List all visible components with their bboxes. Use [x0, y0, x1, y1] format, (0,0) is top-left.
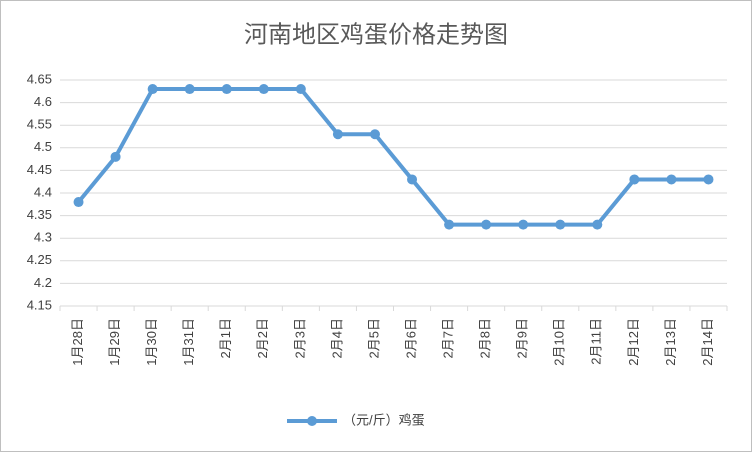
- point: [592, 219, 603, 230]
- line: [76, 87, 709, 227]
- point: [221, 84, 232, 95]
- x-tick-label: 1月29日: [107, 318, 122, 366]
- x-tick-label: 2月6日: [403, 318, 418, 358]
- point: [73, 197, 84, 208]
- x-tick-label: 2月1日: [218, 318, 233, 358]
- x-tick-label: 2月13日: [663, 318, 678, 366]
- x-tick-label: 1月28日: [70, 318, 85, 366]
- x-tick-label: 2月3日: [292, 318, 307, 358]
- y-tick-label: 4.65: [27, 71, 52, 86]
- x-tick-label: 2月11日: [589, 318, 604, 365]
- y-tick-label: 4.45: [27, 162, 52, 177]
- point: [703, 174, 714, 185]
- point: [110, 151, 121, 162]
- x-tick-label: 2月14日: [700, 318, 715, 366]
- x-tick-label: 2月10日: [552, 318, 567, 366]
- point: [147, 84, 158, 95]
- point: [295, 84, 306, 95]
- point: [184, 84, 195, 95]
- x-tick-label: 2月5日: [366, 318, 381, 358]
- point: [369, 129, 380, 140]
- chart-title: 河南地区鸡蛋价格走势图: [244, 21, 508, 48]
- y-tick-label: 4.3: [34, 230, 52, 245]
- point: [332, 129, 343, 140]
- y-tick-label: 4.6: [34, 94, 52, 109]
- point: [407, 174, 418, 185]
- y-tick-label: 4.2: [34, 275, 52, 290]
- x-tick-label: 2月12日: [626, 318, 641, 366]
- legend-label: （元/斤）鸡蛋: [343, 412, 425, 427]
- point: [444, 219, 455, 230]
- y-tick-label: 4.5: [34, 139, 52, 154]
- y-tick-label: 4.15: [27, 297, 52, 312]
- x-tick-label: 1月30日: [144, 318, 159, 366]
- y-tick-label: 4.4: [34, 184, 52, 199]
- x-tick-label: 2月8日: [478, 318, 493, 358]
- point: [555, 219, 566, 230]
- x-tick-label: 2月7日: [441, 318, 456, 358]
- x-tick-label: 2月4日: [329, 318, 344, 358]
- point: [666, 174, 677, 185]
- legend-marker: [307, 416, 317, 426]
- x-tick-label: 1月31日: [181, 318, 196, 366]
- y-tick-label: 4.35: [27, 207, 52, 222]
- y-tick-label: 4.55: [27, 117, 52, 132]
- point: [629, 174, 640, 185]
- y-tick-label: 4.25: [27, 252, 52, 267]
- point: [518, 219, 529, 230]
- point: [258, 84, 269, 95]
- x-tick-label: 2月2日: [255, 318, 270, 358]
- point: [481, 219, 492, 230]
- x-tick-label: 2月9日: [515, 318, 530, 358]
